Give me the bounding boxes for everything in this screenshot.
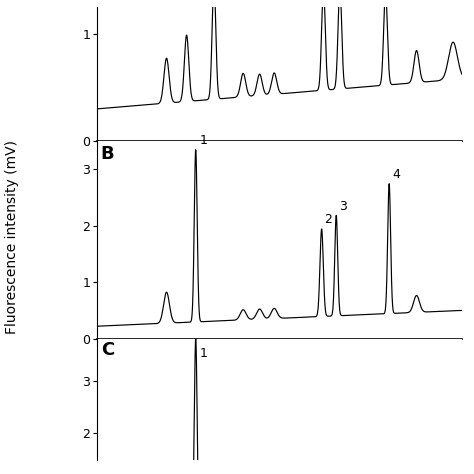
Text: 2: 2 (325, 213, 332, 226)
Text: 3: 3 (339, 200, 347, 212)
Text: B: B (101, 145, 114, 163)
Text: 1: 1 (200, 134, 208, 147)
Text: 4: 4 (392, 168, 400, 181)
Text: Fluorescence intensity (mV): Fluorescence intensity (mV) (5, 140, 19, 334)
Text: 1: 1 (200, 346, 208, 360)
Text: C: C (101, 341, 114, 359)
